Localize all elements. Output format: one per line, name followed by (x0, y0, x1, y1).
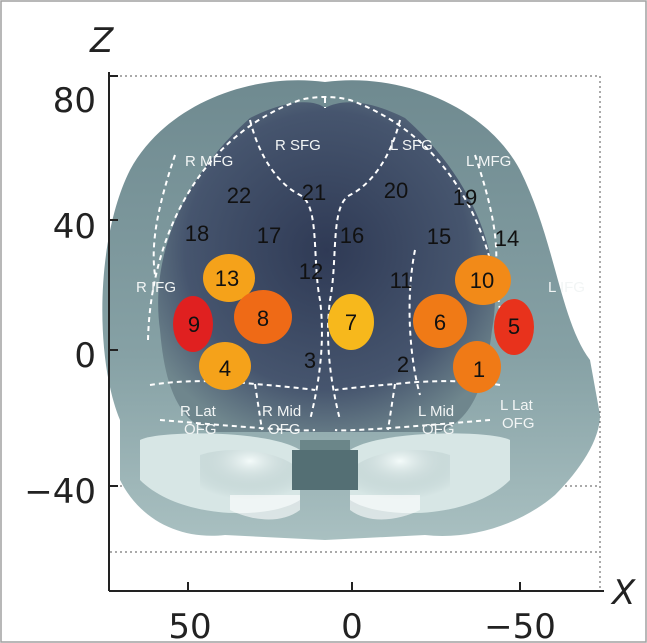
channel-label-18: 18 (185, 221, 209, 246)
region-label-r-mid-1: R Mid (262, 403, 301, 420)
region-label-l-mfg: L MFG (466, 153, 511, 170)
channel-label-7: 7 (345, 310, 357, 335)
channel-label-21: 21 (302, 180, 326, 205)
x-tick-label: 50 (168, 607, 211, 643)
channel-label-12: 12 (299, 259, 323, 284)
region-label-l-lat-1: L Lat (500, 397, 534, 414)
channel-label-22: 22 (227, 183, 251, 208)
region-label-r-ifg: R IFG (136, 279, 176, 296)
channel-label-19: 19 (453, 185, 477, 210)
channel-label-5: 5 (508, 314, 520, 339)
region-label-l-lat-2: OFG (502, 415, 535, 432)
channel-label-8: 8 (257, 306, 269, 331)
channel-label-3: 3 (304, 348, 316, 373)
channel-label-9: 9 (188, 312, 200, 337)
z-tick-label: −40 (24, 472, 96, 512)
region-label-r-lat-2: OFG (184, 421, 217, 438)
region-label-l-mid-2: OFG (422, 421, 455, 438)
channel-label-11: 11 (390, 268, 413, 293)
channel-label-20: 20 (384, 178, 408, 203)
z-tick-label: 80 (53, 81, 96, 121)
region-label-r-sfg: R SFG (275, 137, 321, 154)
channel-label-1: 1 (473, 357, 485, 382)
region-label-r-mfg: R MFG (185, 153, 233, 170)
channel-label-13: 13 (215, 266, 239, 291)
z-axis-label: Z (89, 21, 114, 61)
channel-label-16: 16 (340, 223, 364, 248)
channel-label-6: 6 (434, 310, 446, 335)
channel-label-17: 17 (257, 223, 281, 248)
channel-label-4: 4 (219, 356, 231, 381)
channel-label-15: 15 (427, 224, 451, 249)
z-tick-label: 40 (53, 207, 96, 247)
channel-label-14: 14 (495, 226, 519, 251)
region-label-l-mid-1: L Mid (418, 403, 454, 420)
z-tick-label: 0 (74, 336, 96, 376)
channel-label-10: 10 (470, 268, 494, 293)
region-label-l-sfg: L SFG (390, 137, 433, 154)
x-axis-label: X (610, 573, 636, 613)
region-label-l-ifg: L IFG (548, 279, 585, 296)
region-label-r-mid-2: OFG (268, 421, 301, 438)
x-tick-label: 0 (341, 607, 363, 643)
channel-label-2: 2 (397, 352, 409, 377)
x-tick-label: −50 (484, 607, 556, 643)
region-label-r-lat-1: R Lat (180, 403, 217, 420)
